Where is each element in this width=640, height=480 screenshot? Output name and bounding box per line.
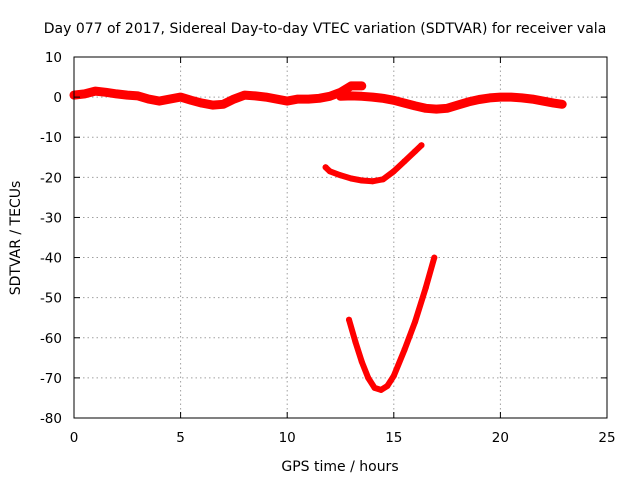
x-axis-label: GPS time / hours	[281, 459, 398, 475]
y-tick-label: -60	[40, 331, 62, 347]
data-point	[197, 99, 206, 108]
data-point	[369, 178, 376, 185]
y-tick-label: -50	[40, 291, 62, 307]
y-tick-label: -70	[40, 371, 62, 387]
data-point	[322, 164, 329, 171]
data-series-line	[336, 91, 567, 114]
data-point	[400, 99, 409, 108]
data-point	[165, 95, 174, 104]
data-point	[378, 386, 384, 393]
data-point	[80, 89, 89, 98]
y-tick-label: 0	[53, 90, 62, 106]
data-point	[401, 346, 408, 353]
data-point	[389, 96, 398, 105]
data-point	[91, 87, 100, 96]
data-point	[368, 93, 377, 102]
data-point	[315, 94, 324, 103]
y-tick-label: -80	[40, 411, 62, 427]
data-point	[358, 177, 365, 184]
data-point	[384, 382, 391, 389]
y-tick-label: -30	[40, 210, 62, 226]
data-point	[144, 95, 153, 104]
data-point	[549, 99, 558, 108]
x-tick-label: 0	[70, 430, 79, 446]
data-point	[293, 95, 302, 104]
x-tick-label: 25	[598, 430, 615, 446]
grid-lines	[74, 57, 607, 418]
data-point	[283, 97, 292, 106]
data-point	[507, 93, 516, 102]
data-point	[208, 101, 217, 110]
data-point	[155, 97, 164, 106]
data-point	[453, 101, 462, 110]
data-point	[261, 93, 270, 102]
data-point	[272, 95, 281, 104]
data-point	[102, 88, 110, 97]
data-point	[325, 92, 334, 101]
data-point	[347, 91, 356, 100]
data-point	[421, 104, 430, 113]
data-point	[496, 93, 505, 102]
data-point	[348, 175, 355, 182]
data-point	[379, 94, 388, 103]
data-point	[365, 374, 372, 381]
data-point	[390, 168, 397, 175]
y-tick-label: -10	[40, 130, 62, 146]
data-point	[251, 91, 260, 100]
data-point	[390, 372, 397, 379]
data-point	[422, 284, 429, 291]
data-point	[443, 104, 452, 113]
y-axis-label: SDTVAR / TECUs	[8, 181, 24, 296]
data-point	[347, 81, 356, 90]
data-point	[229, 95, 238, 104]
data-point	[336, 92, 345, 101]
x-tick-label: 10	[279, 430, 296, 446]
data-series-line	[69, 81, 367, 110]
data-point	[485, 93, 494, 102]
data-point	[352, 338, 359, 345]
axis-ticks: 0 5 10 15 20 25 10 0 -10 -20 -30 -40 -50 -60 -70 -80	[40, 50, 616, 446]
data-series-line	[346, 254, 438, 393]
y-tick-label: -20	[40, 170, 62, 186]
data-point	[219, 100, 228, 109]
data-point	[411, 101, 420, 110]
data-point	[357, 81, 366, 90]
x-tick-label: 5	[176, 430, 185, 446]
data-point	[431, 254, 438, 261]
data-point	[112, 89, 121, 98]
data-point	[412, 318, 419, 325]
data-point	[412, 148, 419, 155]
x-tick-label: 15	[385, 430, 402, 446]
data-point	[357, 92, 366, 101]
data-point	[358, 358, 365, 365]
data-point	[187, 96, 196, 105]
chart-title: Day 077 of 2017, Sidereal Day-to-day VTE…	[44, 21, 607, 37]
data-point	[337, 172, 344, 179]
data-point	[558, 100, 567, 109]
data-point	[401, 158, 408, 165]
data-point	[326, 168, 333, 175]
data-point	[123, 91, 132, 100]
plot-frame	[73, 56, 608, 419]
data-point	[304, 95, 313, 104]
y-tick-label: -40	[40, 251, 62, 267]
data-point	[371, 384, 378, 391]
data-point	[346, 316, 352, 323]
data-point	[240, 91, 249, 100]
data-point	[418, 142, 425, 149]
data-series-layer	[69, 81, 567, 393]
data-point	[380, 176, 387, 183]
data-point	[475, 95, 484, 104]
data-point	[528, 95, 537, 104]
data-point	[176, 93, 185, 102]
data-point	[539, 97, 547, 106]
data-point	[517, 93, 526, 102]
x-tick-label: 20	[492, 430, 509, 446]
data-point	[464, 97, 473, 106]
data-point	[432, 105, 441, 114]
y-tick-label: 10	[45, 50, 62, 66]
data-point	[134, 91, 142, 100]
